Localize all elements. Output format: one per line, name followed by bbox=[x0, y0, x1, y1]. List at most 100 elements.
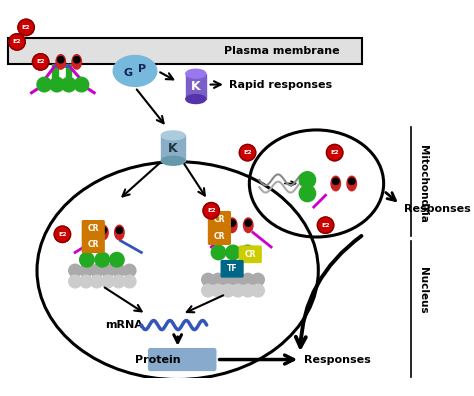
Circle shape bbox=[242, 284, 255, 297]
Circle shape bbox=[232, 284, 245, 297]
Bar bbox=[186, 74, 206, 99]
Circle shape bbox=[318, 217, 334, 233]
Ellipse shape bbox=[228, 218, 237, 232]
Text: Plasma membrane: Plasma membrane bbox=[224, 46, 340, 56]
Circle shape bbox=[69, 264, 82, 277]
Circle shape bbox=[50, 77, 64, 92]
Circle shape bbox=[37, 77, 52, 92]
Ellipse shape bbox=[186, 95, 206, 103]
Ellipse shape bbox=[186, 69, 206, 78]
Text: G: G bbox=[123, 68, 132, 78]
Circle shape bbox=[123, 264, 136, 277]
Ellipse shape bbox=[347, 176, 356, 191]
Circle shape bbox=[112, 275, 125, 288]
Text: TF: TF bbox=[227, 264, 237, 273]
Circle shape bbox=[252, 273, 264, 286]
Circle shape bbox=[54, 226, 71, 242]
Circle shape bbox=[229, 220, 236, 226]
Circle shape bbox=[299, 172, 316, 188]
Ellipse shape bbox=[56, 55, 65, 69]
Circle shape bbox=[69, 275, 82, 288]
Text: CR: CR bbox=[245, 250, 256, 259]
Text: Protein: Protein bbox=[135, 354, 181, 365]
Text: Responses: Responses bbox=[304, 354, 371, 365]
Text: E2: E2 bbox=[207, 208, 216, 213]
Circle shape bbox=[57, 57, 64, 63]
Circle shape bbox=[327, 145, 343, 161]
Circle shape bbox=[109, 252, 124, 267]
Circle shape bbox=[112, 264, 125, 277]
Circle shape bbox=[299, 185, 316, 202]
Circle shape bbox=[18, 19, 34, 36]
Text: P: P bbox=[138, 64, 146, 74]
Circle shape bbox=[202, 284, 214, 297]
FancyBboxPatch shape bbox=[221, 261, 243, 277]
Ellipse shape bbox=[99, 225, 108, 240]
Circle shape bbox=[62, 77, 76, 92]
Text: K: K bbox=[191, 80, 201, 93]
Bar bbox=[161, 135, 185, 161]
Ellipse shape bbox=[161, 131, 185, 140]
Circle shape bbox=[212, 273, 224, 286]
Text: E2: E2 bbox=[321, 223, 330, 228]
Circle shape bbox=[226, 245, 240, 260]
Text: CR: CR bbox=[214, 215, 225, 224]
Circle shape bbox=[245, 220, 251, 226]
Text: CR: CR bbox=[88, 225, 99, 233]
Circle shape bbox=[80, 275, 92, 288]
Ellipse shape bbox=[161, 156, 185, 165]
Ellipse shape bbox=[331, 176, 340, 191]
Text: CR: CR bbox=[88, 240, 99, 249]
Circle shape bbox=[91, 264, 103, 277]
Text: Responses: Responses bbox=[404, 204, 470, 214]
Circle shape bbox=[212, 284, 224, 297]
FancyBboxPatch shape bbox=[209, 228, 230, 244]
Text: E2: E2 bbox=[243, 150, 252, 155]
Circle shape bbox=[116, 227, 123, 234]
Circle shape bbox=[9, 34, 25, 50]
Circle shape bbox=[211, 245, 226, 260]
Bar bbox=[8, 38, 362, 64]
Circle shape bbox=[80, 252, 94, 267]
Text: E2: E2 bbox=[58, 232, 67, 237]
Circle shape bbox=[73, 57, 80, 63]
Ellipse shape bbox=[115, 225, 124, 240]
Bar bbox=[66, 64, 72, 82]
Ellipse shape bbox=[244, 218, 253, 232]
Circle shape bbox=[242, 273, 255, 286]
FancyBboxPatch shape bbox=[239, 246, 261, 263]
Text: K: K bbox=[168, 142, 178, 154]
Text: E2: E2 bbox=[330, 150, 339, 155]
Text: E2: E2 bbox=[13, 40, 21, 44]
Text: Rapid responses: Rapid responses bbox=[229, 80, 332, 89]
Circle shape bbox=[123, 275, 136, 288]
Circle shape bbox=[95, 252, 109, 267]
Circle shape bbox=[232, 273, 245, 286]
Circle shape bbox=[100, 227, 107, 234]
Circle shape bbox=[252, 284, 264, 297]
Circle shape bbox=[333, 178, 339, 185]
Circle shape bbox=[239, 145, 255, 161]
Circle shape bbox=[74, 77, 89, 92]
Text: mRNA: mRNA bbox=[105, 320, 143, 330]
FancyBboxPatch shape bbox=[209, 211, 230, 228]
FancyBboxPatch shape bbox=[149, 348, 216, 370]
Circle shape bbox=[202, 273, 214, 286]
Text: E2: E2 bbox=[22, 25, 30, 30]
Text: CR: CR bbox=[214, 232, 225, 241]
Circle shape bbox=[240, 245, 255, 260]
Circle shape bbox=[32, 54, 49, 70]
Circle shape bbox=[203, 202, 219, 219]
Circle shape bbox=[101, 275, 114, 288]
Circle shape bbox=[80, 264, 92, 277]
Circle shape bbox=[222, 273, 234, 286]
Circle shape bbox=[348, 178, 355, 185]
Text: Nucleus: Nucleus bbox=[418, 267, 428, 314]
FancyBboxPatch shape bbox=[82, 236, 104, 252]
Bar bbox=[53, 64, 58, 82]
Circle shape bbox=[222, 284, 234, 297]
Text: Mitochondria: Mitochondria bbox=[418, 145, 428, 223]
FancyBboxPatch shape bbox=[82, 221, 104, 237]
Text: E2: E2 bbox=[36, 59, 45, 65]
Circle shape bbox=[101, 264, 114, 277]
